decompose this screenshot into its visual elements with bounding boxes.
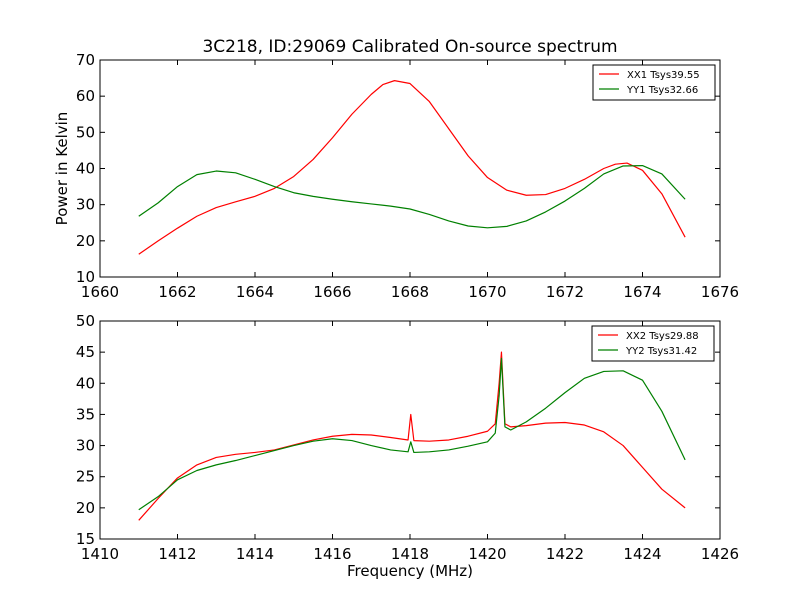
y-tick-label: 25 (76, 468, 95, 486)
chart-panel-2: 1410 1412 1414 1416 1418 1420 1422 1424 1426 15 20… (76, 312, 739, 580)
y-tick-label: 40 (76, 160, 95, 178)
x-tick-label: 1426 (701, 545, 739, 563)
y-tick-label: 10 (76, 268, 95, 286)
series-line-1-1 (138, 80, 686, 255)
x-tick-label: 1424 (623, 545, 661, 563)
y-tick-label: 30 (76, 437, 95, 455)
x-tick-label: 1668 (391, 283, 429, 301)
x-tick-label: 1410 (81, 545, 119, 563)
y-tick-label: 15 (76, 530, 95, 548)
y-tick-label: 70 (76, 51, 95, 69)
legend-label: XX1 Tsys39.55 (627, 70, 700, 81)
legend-box (591, 325, 715, 362)
x-tick-label: 1666 (313, 283, 351, 301)
legend-box (592, 64, 716, 101)
x-tick-label: 1670 (468, 283, 506, 301)
x-tick-label: 1412 (158, 545, 196, 563)
x-tick-label: 1420 (468, 545, 506, 563)
legend-1: XX1 Tsys39.55 YY1 Tsys32.66 (592, 64, 716, 101)
legend-label: XX2 Tsys29.88 (626, 331, 699, 342)
x-tick-label: 1418 (391, 545, 429, 563)
legend-2: XX2 Tsys29.88 YY2 Tsys31.42 (591, 325, 715, 362)
y-tick-label: 40 (76, 374, 95, 392)
x-tick-label: 1672 (546, 283, 584, 301)
y-tick-label: 60 (76, 87, 95, 105)
x-tick-label: 1674 (623, 283, 661, 301)
series-line-2-1 (138, 351, 686, 521)
y-tick-label: 50 (76, 123, 95, 141)
x-tick-label: 1414 (236, 545, 274, 563)
x-axis-label: Frequency (MHz) (347, 562, 473, 580)
legend-label: YY2 Tsys31.42 (625, 346, 697, 357)
chart-panel-1: 1660 1662 1664 1666 1668 1670 1672 1674 1676 10 20… (53, 51, 739, 301)
y-tick-label: 30 (76, 196, 95, 214)
chart-title: 3C218, ID:29069 Calibrated On-source spe… (202, 37, 617, 57)
series-line-2-2 (138, 357, 686, 511)
x-tick-label: 1416 (313, 545, 351, 563)
y-tick-label: 20 (76, 499, 95, 517)
x-tick-label: 1660 (81, 283, 119, 301)
legend-label: YY1 Tsys32.66 (626, 85, 698, 96)
x-tick-label: 1422 (546, 545, 584, 563)
y-tick-label: 45 (76, 343, 95, 361)
x-tick-label: 1676 (701, 283, 739, 301)
y-tick-label: 50 (76, 312, 95, 330)
y-tick-label: 35 (76, 405, 95, 423)
y-axis-label: Power in Kelvin (53, 112, 71, 226)
series-line-1-2 (138, 165, 686, 229)
x-tick-label: 1662 (158, 283, 196, 301)
y-tick-label: 20 (76, 232, 95, 250)
x-tick-label: 1664 (236, 283, 274, 301)
